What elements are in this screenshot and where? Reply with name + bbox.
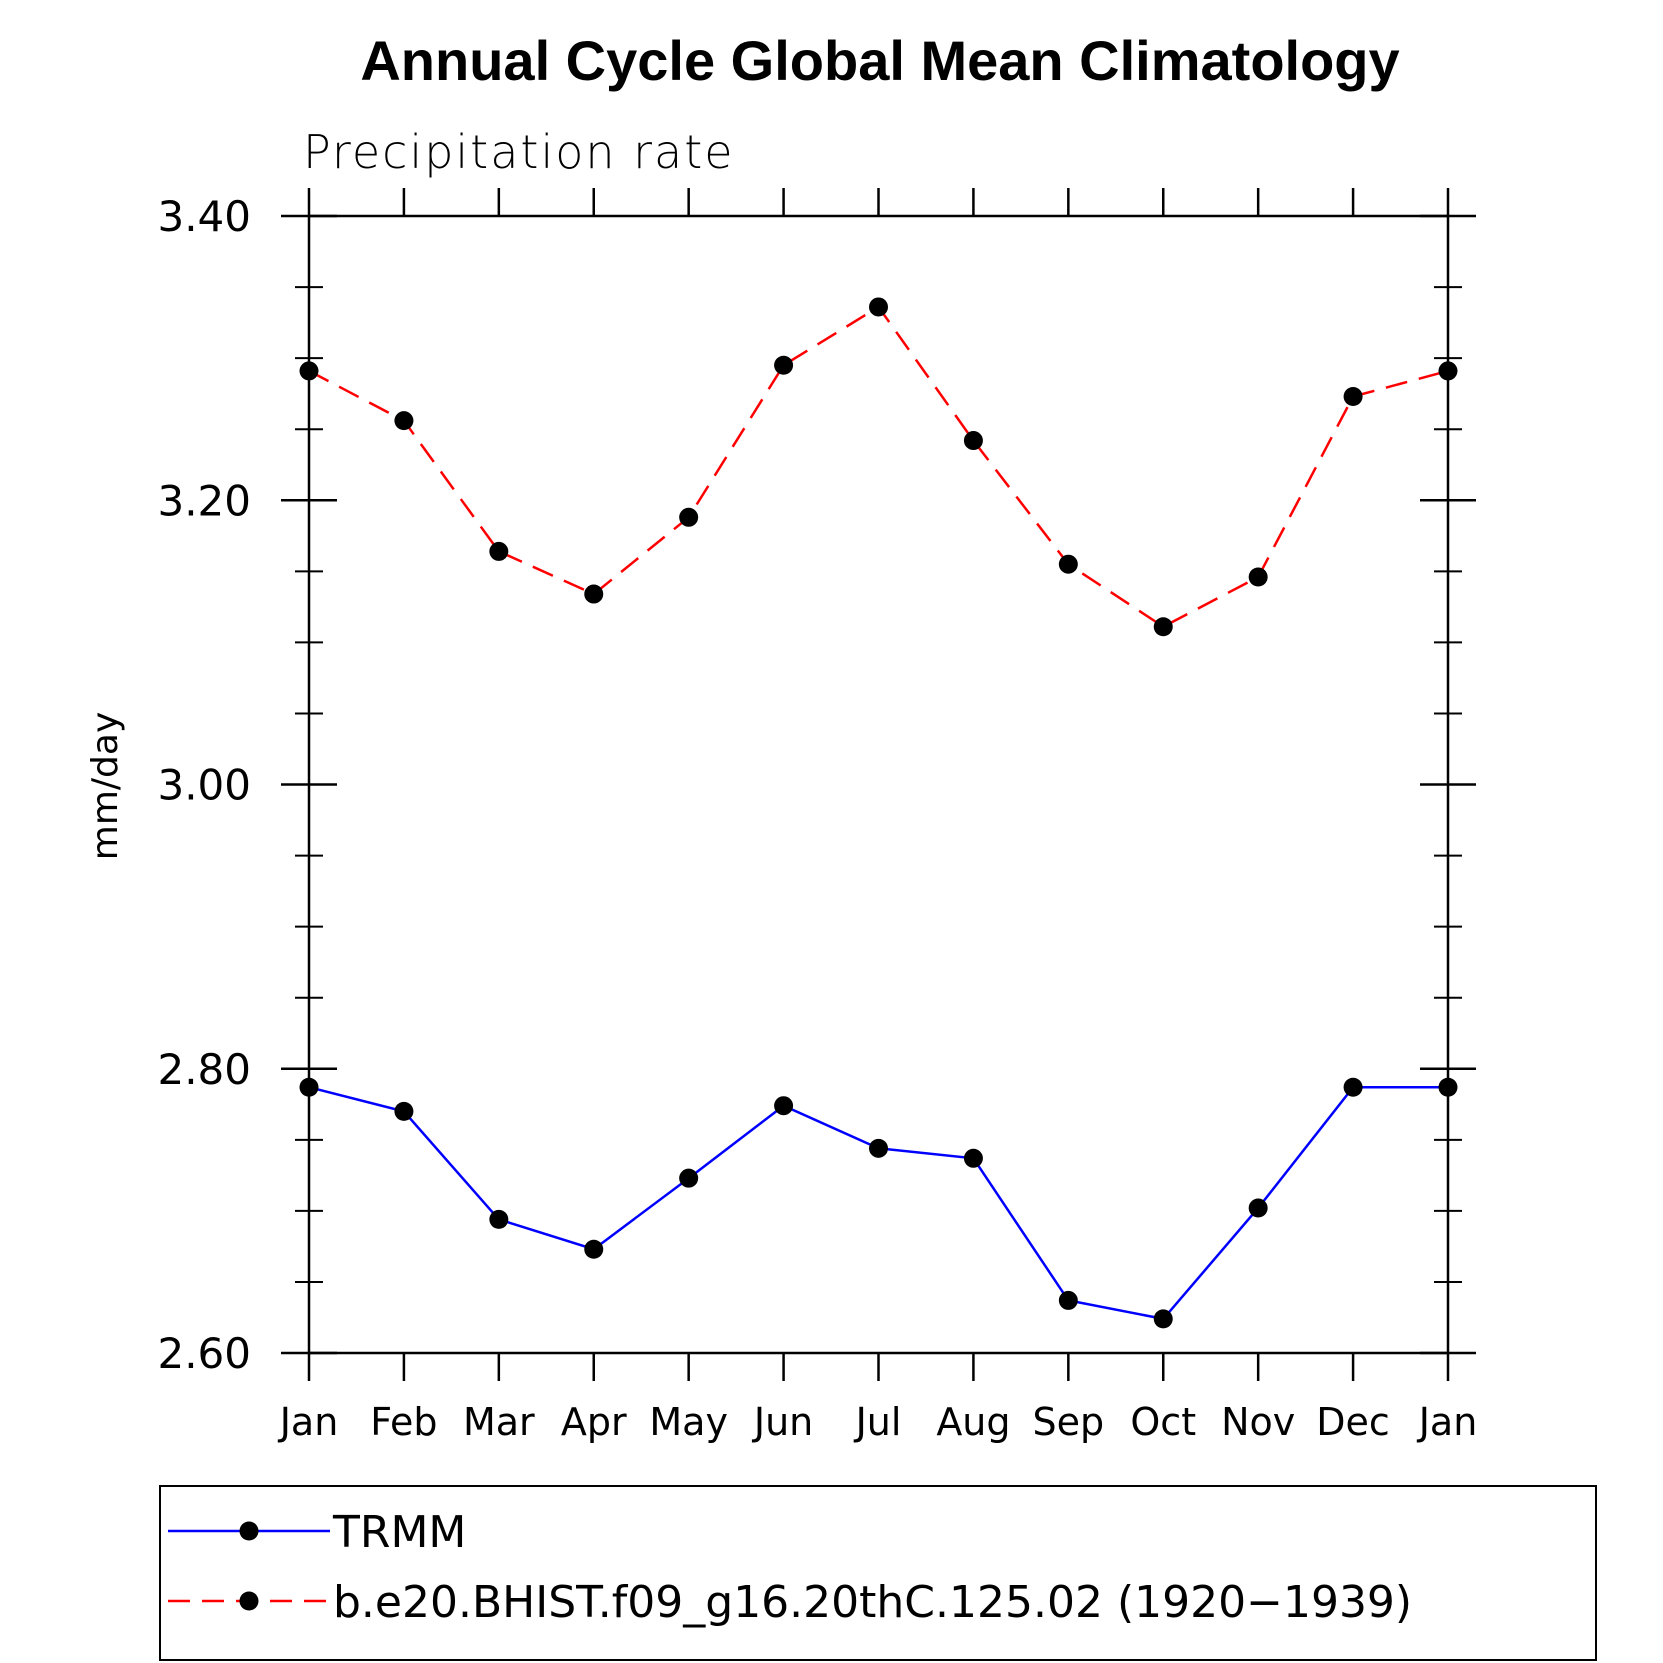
y-tick-label: 3.40 — [157, 192, 251, 241]
x-tick-label: Jun — [752, 1400, 813, 1444]
series-0-point — [1343, 1077, 1363, 1097]
y-tick-label: 2.80 — [157, 1045, 251, 1094]
y-tick-label: 2.60 — [157, 1329, 251, 1378]
y-tick-label: 3.20 — [157, 476, 251, 525]
series-0-point — [394, 1101, 414, 1121]
series-1-point — [1058, 554, 1078, 574]
series-1-point — [1248, 567, 1268, 587]
chart-title: Annual Cycle Global Mean Climatology — [360, 29, 1399, 92]
x-tick-label: Jul — [854, 1400, 902, 1444]
x-tick-label: Sep — [1033, 1400, 1105, 1444]
x-tick-label: Apr — [561, 1400, 627, 1444]
x-tick-label: Aug — [936, 1400, 1010, 1444]
series-1-point — [489, 541, 509, 561]
axis-ticks — [281, 188, 1476, 1381]
series-0-point — [869, 1138, 888, 1158]
x-tick-label: Nov — [1221, 1400, 1295, 1444]
series-0-point — [774, 1096, 794, 1116]
series-1-point — [869, 297, 888, 317]
series-0-point — [1248, 1198, 1268, 1218]
legend-label: TRMM — [332, 1507, 466, 1558]
series-1-point — [1343, 386, 1363, 406]
series-0-point — [489, 1209, 509, 1229]
y-tick-label: 3.00 — [157, 761, 251, 810]
series-0-point — [584, 1239, 604, 1259]
series-1-point — [679, 507, 699, 527]
chart-subtitle: Precipitation rate — [303, 125, 735, 179]
x-tick-labels: Jan Feb Mar Apr May Jun Jul Aug Sep Oct Nov Dec Jan — [278, 1400, 1478, 1444]
x-tick-label: May — [649, 1400, 728, 1444]
legend-label: b.e20.BHIST.f09_g16.20thC.125.02 (1920−1… — [333, 1577, 1412, 1628]
series-0-point — [1153, 1309, 1173, 1329]
legend: TRMM b.e20.BHIST.f09_g16.20thC.125.02 (19… — [159, 1485, 1597, 1661]
legend-swatch-marker — [239, 1591, 259, 1611]
x-tick-label: Feb — [370, 1400, 437, 1444]
series-0-point — [1058, 1290, 1078, 1310]
y-axis-title: mm/day — [85, 712, 126, 860]
series-1-point — [774, 355, 794, 375]
series-0-point — [963, 1148, 983, 1168]
series-lines — [299, 297, 1458, 1329]
plot-frame — [307, 214, 1450, 1355]
series-1-point — [963, 431, 983, 451]
legend-items: TRMM b.e20.BHIST.f09_g16.20thC.125.02 (19… — [168, 1507, 1412, 1628]
x-tick-label: Jan — [1417, 1400, 1478, 1444]
x-tick-label: Jan — [278, 1400, 339, 1444]
series-1-point — [584, 584, 604, 604]
series-line-1 — [308, 305, 1449, 629]
y-tick-labels: 2.60 2.80 3.00 3.20 3.40 — [157, 192, 251, 1378]
series-0-point — [679, 1168, 699, 1188]
x-tick-label: Dec — [1316, 1400, 1390, 1444]
legend-swatch-marker — [239, 1521, 259, 1541]
series-1-point — [1153, 617, 1173, 637]
x-tick-label: Oct — [1130, 1400, 1196, 1444]
series-1-point — [394, 411, 414, 431]
series-line-0 — [308, 1085, 1448, 1321]
legend-box — [159, 1485, 1597, 1661]
x-tick-label: Mar — [463, 1400, 535, 1444]
